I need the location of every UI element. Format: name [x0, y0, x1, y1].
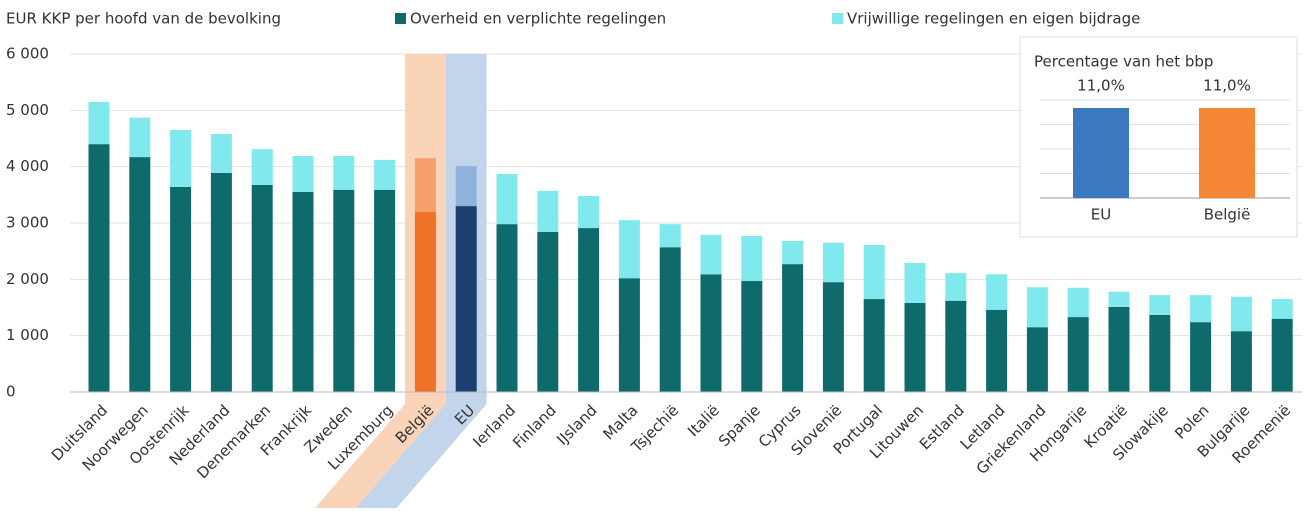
bar-segment	[578, 228, 600, 392]
bar-segment	[1149, 295, 1171, 315]
inset-value-label: 11,0%	[1203, 77, 1251, 95]
bar-segment	[904, 262, 926, 303]
bar-segment	[1026, 327, 1048, 392]
bar-segment	[1190, 295, 1212, 323]
x-tick-label: Spanje	[715, 401, 764, 450]
bar-segment	[210, 133, 232, 173]
bar-segment	[741, 235, 763, 282]
y-tick-label: 1 000	[6, 326, 49, 344]
highlight-bands	[315, 54, 487, 508]
inset-bar	[1199, 108, 1255, 198]
inset-category-label: EU	[1091, 206, 1111, 224]
bar-segment	[496, 173, 518, 225]
bar-segment	[88, 101, 110, 145]
bar-segment	[129, 157, 151, 392]
bar-segment	[1190, 322, 1212, 392]
bar-segment	[986, 309, 1008, 392]
bar-segment	[618, 220, 640, 279]
bar-segment	[455, 206, 477, 392]
x-tick-label: IJsland	[553, 401, 600, 448]
bar-segment	[537, 190, 559, 233]
x-tick-label: Finland	[509, 401, 560, 452]
bar-segment	[863, 244, 885, 300]
bar-segment	[659, 247, 681, 392]
bar-segment	[945, 300, 967, 392]
bar-segment	[374, 189, 396, 392]
grid	[70, 53, 1302, 393]
bar-segment	[1067, 287, 1089, 318]
x-tick-label: Estland	[916, 401, 968, 453]
bar-segment	[659, 224, 681, 248]
bar-segment	[129, 117, 151, 158]
bar-segment	[496, 224, 518, 392]
inset-category-label: België	[1204, 206, 1251, 224]
inset: Percentage van het bbp 11,0% EU 11,0% België	[1019, 36, 1298, 238]
bar-segment	[414, 211, 436, 392]
bar-segment	[1230, 296, 1252, 332]
bar-segment	[292, 155, 314, 193]
bar-segment	[1271, 318, 1293, 392]
y-tick-label: 0	[6, 383, 16, 401]
y-tick-label: 4 000	[6, 157, 49, 175]
bar-segment	[1149, 314, 1171, 392]
y-tick-label: 3 000	[6, 214, 49, 232]
bar-segment	[1108, 306, 1130, 392]
bar-segment	[1230, 331, 1252, 392]
legend-label: Vrijwillige regelingen en eigen bijdrage	[847, 10, 1140, 28]
bar-segment	[537, 232, 559, 392]
bar-segment	[741, 281, 763, 392]
bar-segment	[782, 264, 804, 392]
bar-segment	[1108, 291, 1130, 307]
legend-swatch	[395, 13, 406, 24]
bar-segment	[333, 155, 355, 190]
highlight-band	[355, 54, 487, 508]
bar-segment	[700, 274, 722, 392]
bar-segment	[904, 302, 926, 392]
bar-segment	[414, 158, 436, 212]
bar-segment	[333, 189, 355, 392]
bar-segment	[822, 242, 844, 283]
legend-swatch	[832, 13, 843, 24]
bar-segment	[374, 159, 396, 190]
bar-segment	[578, 195, 600, 229]
bar-segment	[210, 172, 232, 392]
bar-segment	[986, 274, 1008, 310]
bar-segment	[88, 144, 110, 392]
bar-segment	[863, 299, 885, 392]
bar-segment	[1026, 287, 1048, 328]
bar-segment	[822, 282, 844, 392]
bar-segment	[455, 166, 477, 207]
y-axis-label: EUR KKP per hoofd van de bevolking	[6, 10, 281, 28]
bar-segment	[251, 184, 273, 392]
highlight-band	[315, 54, 446, 508]
bar-segment	[251, 149, 273, 185]
bar-segment	[170, 130, 192, 187]
bar-segment	[1271, 299, 1293, 319]
bar-segment	[700, 234, 722, 275]
bar-segment	[945, 273, 967, 301]
bar-segment	[1067, 317, 1089, 392]
inset-value-label: 11,0%	[1077, 77, 1125, 95]
y-tick-label: 6 000	[6, 45, 49, 63]
legend-label: Overheid en verplichte regelingen	[410, 10, 666, 28]
inset-title: Percentage van het bbp	[1034, 53, 1213, 71]
bar-segment	[170, 186, 192, 392]
bar-segment	[618, 278, 640, 392]
y-tick-label: 2 000	[6, 270, 49, 288]
y-tick-label: 5 000	[6, 101, 49, 119]
bar-segment	[292, 192, 314, 392]
inset-bar	[1073, 108, 1129, 198]
bar-segment	[782, 241, 804, 265]
